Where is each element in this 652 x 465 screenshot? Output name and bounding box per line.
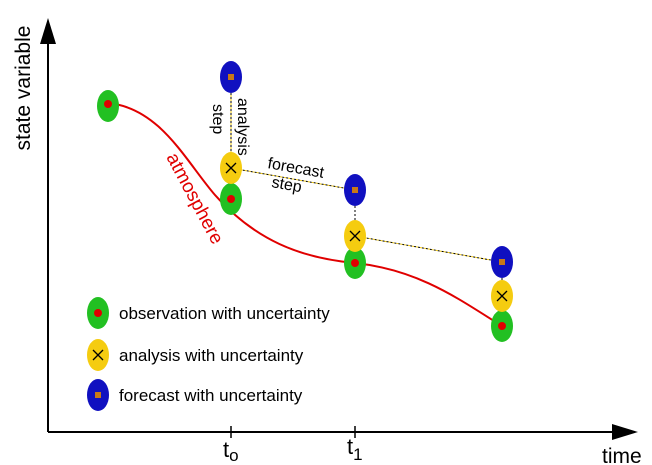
x-axis-arrow <box>612 424 638 440</box>
observation-marker <box>220 183 242 215</box>
tick-label-t1: t1 <box>347 434 363 464</box>
legend-observation-symbol <box>87 297 109 329</box>
analysis-marker <box>491 280 513 312</box>
legend-analysis-symbol <box>87 339 109 371</box>
forecast-step-line-1 <box>230 167 356 191</box>
legend-forecast-label: forecast with uncertainty <box>119 386 303 405</box>
observation-marker <box>97 90 119 122</box>
observation-marker <box>491 310 513 342</box>
analysis-marker <box>220 152 242 184</box>
tick-label-t0: to <box>223 437 239 465</box>
legend: observation with uncertainty analysis wi… <box>87 297 330 411</box>
forecast-step-label-2: step <box>270 174 303 196</box>
forecast-marker <box>344 174 366 206</box>
analysis-marker <box>344 220 366 252</box>
analysis-step-label-1: analysis <box>234 98 251 156</box>
atmosphere-curve <box>107 102 503 327</box>
y-axis-label: state variable <box>12 26 35 151</box>
forecast-step-line-1-bg <box>230 167 356 191</box>
analysis-step-label-2: step <box>209 104 226 134</box>
y-axis-arrow <box>40 18 56 44</box>
forecast-step-line-2 <box>354 235 503 263</box>
legend-analysis-label: analysis with uncertainty <box>119 346 304 365</box>
legend-observation-label: observation with uncertainty <box>119 304 330 323</box>
legend-forecast-symbol <box>87 379 109 411</box>
forecast-marker <box>491 246 513 278</box>
x-axis-label: time <box>602 445 642 465</box>
forecast-marker <box>220 61 242 93</box>
forecast-step-line-2-bg <box>354 235 503 263</box>
observation-marker <box>344 247 366 279</box>
